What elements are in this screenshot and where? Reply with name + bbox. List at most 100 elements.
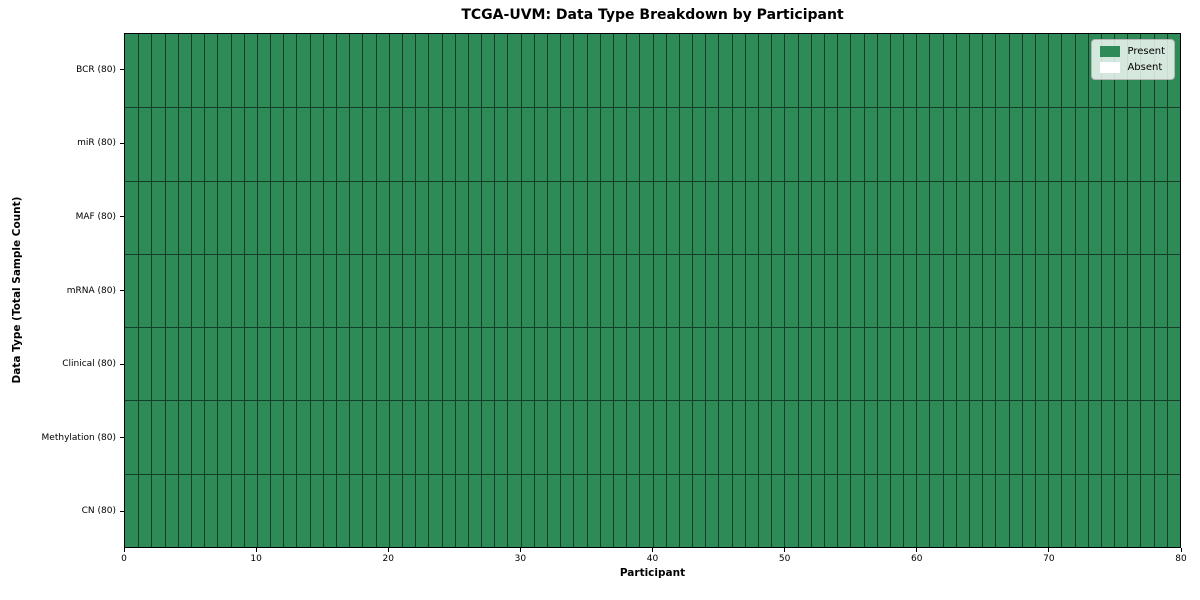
heatmap-cell bbox=[810, 400, 824, 474]
heatmap-cell bbox=[520, 107, 534, 181]
legend-label: Present bbox=[1127, 46, 1165, 57]
heatmap-cell bbox=[599, 253, 613, 328]
heatmap-cell bbox=[850, 107, 864, 181]
heatmap-cell bbox=[573, 180, 587, 254]
heatmap-cell bbox=[1114, 180, 1128, 254]
heatmap-cell bbox=[243, 107, 257, 181]
heatmap-cell bbox=[533, 180, 547, 254]
heatmap-cell bbox=[863, 180, 877, 254]
heatmap-cell bbox=[547, 253, 561, 328]
heatmap-cell bbox=[955, 327, 969, 401]
heatmap-cell bbox=[678, 253, 693, 328]
heatmap-cell bbox=[850, 34, 864, 108]
heatmap-cell bbox=[481, 253, 495, 328]
heatmap-cell bbox=[349, 253, 363, 328]
heatmap-cell bbox=[138, 253, 152, 328]
heatmap-cell bbox=[823, 107, 838, 181]
heatmap-cell bbox=[230, 400, 244, 474]
heatmap-cell bbox=[1008, 34, 1022, 108]
heatmap-cell bbox=[520, 473, 534, 547]
heatmap-cell bbox=[586, 473, 600, 547]
heatmap-cell bbox=[692, 34, 706, 108]
heatmap-cell bbox=[177, 34, 191, 108]
heatmap-cell bbox=[797, 34, 811, 108]
heatmap-cell bbox=[283, 253, 297, 328]
heatmap-cell bbox=[217, 107, 231, 181]
heatmap-cell bbox=[190, 107, 205, 181]
heatmap-cell bbox=[520, 34, 534, 108]
heatmap-cell bbox=[810, 253, 824, 328]
heatmap-cell bbox=[336, 327, 350, 401]
y-tick-label: Methylation (80) bbox=[41, 432, 116, 443]
heatmap-cell bbox=[665, 253, 679, 328]
heatmap-cell bbox=[1008, 327, 1022, 401]
heatmap-cell bbox=[243, 400, 257, 474]
heatmap-cell bbox=[375, 34, 389, 108]
heatmap-cell bbox=[467, 327, 482, 401]
heatmap-cell bbox=[652, 473, 666, 547]
heatmap-cell bbox=[771, 473, 785, 547]
heatmap-cell bbox=[547, 34, 561, 108]
heatmap-cell bbox=[876, 400, 890, 474]
heatmap-cell bbox=[349, 180, 363, 254]
heatmap-cell bbox=[955, 34, 969, 108]
heatmap-cell bbox=[217, 327, 231, 401]
heatmap-cell bbox=[942, 400, 956, 474]
heatmap-cell bbox=[243, 253, 257, 328]
heatmap-cell bbox=[758, 473, 772, 547]
heatmap-cell bbox=[678, 34, 693, 108]
heatmap-cell bbox=[296, 327, 310, 401]
heatmap-cell bbox=[151, 180, 165, 254]
heatmap-cell bbox=[230, 180, 244, 254]
heatmap-cell bbox=[1127, 327, 1141, 401]
heatmap-cell bbox=[995, 107, 1009, 181]
heatmap-cell bbox=[415, 253, 429, 328]
heatmap-cell bbox=[771, 34, 785, 108]
heatmap-cell bbox=[850, 400, 864, 474]
x-tick bbox=[1180, 548, 1182, 552]
heatmap-cell bbox=[731, 107, 745, 181]
heatmap-cell bbox=[942, 327, 956, 401]
heatmap-cell bbox=[982, 107, 996, 181]
heatmap-cell bbox=[1166, 473, 1180, 547]
heatmap-cell bbox=[889, 34, 904, 108]
heatmap-cell bbox=[1166, 327, 1180, 401]
heatmap-cell bbox=[982, 34, 996, 108]
heatmap-cell bbox=[995, 400, 1009, 474]
heatmap-cell bbox=[850, 327, 864, 401]
heatmap-cell bbox=[718, 107, 732, 181]
heatmap-cell bbox=[177, 327, 191, 401]
heatmap-cell bbox=[1034, 253, 1049, 328]
heatmap-cell bbox=[151, 107, 165, 181]
heatmap-cell bbox=[837, 327, 851, 401]
heatmap-cell bbox=[441, 107, 455, 181]
heatmap-cell bbox=[1008, 253, 1022, 328]
heatmap-cell bbox=[771, 327, 785, 401]
heatmap-cell bbox=[678, 107, 693, 181]
heatmap-cell bbox=[758, 107, 772, 181]
heatmap-cell bbox=[823, 400, 838, 474]
heatmap-cell bbox=[823, 473, 838, 547]
heatmap-cell bbox=[349, 473, 363, 547]
heatmap-cell bbox=[296, 400, 310, 474]
heatmap-cell bbox=[626, 327, 640, 401]
heatmap-cell bbox=[626, 107, 640, 181]
heatmap-cell bbox=[441, 34, 455, 108]
heatmap-cell bbox=[507, 327, 521, 401]
heatmap-cell bbox=[692, 400, 706, 474]
heatmap-cell bbox=[415, 400, 429, 474]
heatmap-cell bbox=[665, 400, 679, 474]
heatmap-cell bbox=[889, 473, 904, 547]
heatmap-cell bbox=[876, 327, 890, 401]
heatmap-cell bbox=[1127, 107, 1141, 181]
heatmap-cell bbox=[586, 400, 600, 474]
heatmap-cell bbox=[705, 180, 719, 254]
x-tick bbox=[652, 548, 653, 552]
x-tick bbox=[387, 548, 389, 552]
x-tick bbox=[784, 548, 786, 552]
heatmap-cell bbox=[388, 34, 402, 108]
heatmap-cell bbox=[560, 34, 574, 108]
heatmap-cell bbox=[573, 473, 587, 547]
heatmap-cell bbox=[520, 400, 534, 474]
